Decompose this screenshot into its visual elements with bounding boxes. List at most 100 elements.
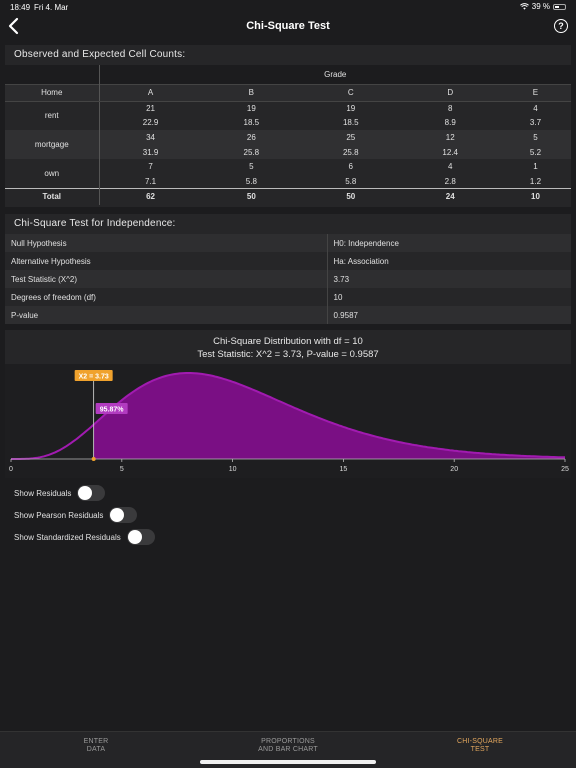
toggle-label: Show Standardized Residuals — [14, 532, 121, 542]
total-row: Total 62 50 50 24 10 — [5, 188, 571, 205]
result-label: Test Statistic (X^2) — [5, 270, 328, 288]
observed-cell: 19 — [346, 104, 356, 114]
table-row: 31.9 25.8 25.8 12.4 5.2 — [5, 144, 571, 160]
standardized-residuals-switch[interactable] — [126, 529, 155, 545]
x-tick-label: 10 — [229, 466, 237, 473]
total-cell: 50 — [201, 188, 302, 205]
observed-cell: 19 — [246, 104, 256, 114]
group-header-row: Grade — [5, 65, 571, 84]
result-value: H0: Independence — [327, 234, 571, 252]
tab-label-line2: TEST — [470, 746, 490, 753]
observed-expected-title: Observed and Expected Cell Counts: — [14, 49, 186, 60]
expected-cell: 12.4 — [400, 144, 500, 160]
total-cell: 62 — [99, 188, 202, 205]
total-cell: 50 — [301, 188, 401, 205]
table-row: 7.1 5.8 5.8 2.8 1.2 — [5, 174, 571, 189]
column-header: B — [201, 83, 302, 102]
observed-cell: 1 — [533, 162, 538, 172]
column-header: C — [301, 83, 401, 102]
help-icon[interactable]: ? — [554, 19, 568, 33]
expected-cell: 5.8 — [245, 176, 257, 186]
observed-cell: 4 — [533, 104, 538, 114]
observed-cell: 26 — [201, 130, 302, 145]
observed-cell: 6 — [348, 162, 353, 172]
home-indicator[interactable] — [200, 760, 376, 764]
observed-cell: 4 — [447, 162, 453, 172]
area-label-box — [95, 403, 128, 414]
result-label: P-value — [5, 306, 328, 324]
tab-proportions-bar-chart[interactable]: PROPORTIONS AND BAR CHART — [192, 738, 384, 754]
toggle-label: Show Pearson Residuals — [14, 510, 104, 520]
expected-cell: 1.2 — [529, 176, 542, 186]
table-row: mortgage 34 26 25 12 5 — [5, 130, 571, 160]
column-header: A — [99, 83, 202, 102]
statistic-marker-dot — [91, 457, 96, 461]
result-label: Degrees of freedom (df) — [5, 288, 328, 306]
table-row: Null Hypothesis H0: Independence — [5, 234, 571, 252]
residuals-switch[interactable] — [77, 485, 106, 501]
chart-subtitle: Test Statistic: X^2 = 3.73, P-value = 0.… — [197, 349, 379, 360]
result-value: 3.73 — [327, 270, 571, 288]
x-tick-label: 25 — [561, 466, 569, 473]
observed-cell: 34 — [99, 130, 202, 145]
tab-label-line2: AND BAR CHART — [258, 746, 318, 753]
x-tick-label: 5 — [120, 466, 124, 473]
observed-cell: 7 — [148, 162, 153, 172]
tab-enter-data[interactable]: ENTER DATA — [0, 738, 192, 754]
observed-cell: 21 — [146, 104, 156, 114]
pearson-residuals-switch[interactable] — [109, 507, 138, 523]
toggle-row-pearson: Show Pearson Residuals — [14, 507, 138, 523]
result-value: 10 — [327, 288, 571, 306]
x-tick-label: 20 — [450, 466, 458, 473]
statistic-label: X2 = 3.73 — [79, 374, 109, 381]
observed-cell: 5 — [499, 130, 571, 145]
expected-cell: 31.9 — [99, 144, 202, 160]
tab-chi-square-test[interactable]: CHI-SQUARE TEST — [384, 738, 576, 754]
wifi-icon — [519, 3, 529, 10]
tab-label-line1: ENTER — [83, 738, 109, 745]
observed-cell: 5 — [249, 162, 254, 172]
table-row: Alternative Hypothesis Ha: Association — [5, 252, 571, 270]
battery-percent: 39 % — [531, 2, 550, 11]
battery-icon — [553, 3, 566, 10]
result-label: Alternative Hypothesis — [5, 252, 328, 270]
back-chevron-icon[interactable] — [6, 16, 24, 36]
test-results-panel: Chi-Square Test for Independence: Null H… — [5, 214, 571, 324]
column-header: E — [499, 83, 571, 102]
status-time: 18:49 — [10, 3, 31, 12]
observed-cell: 12 — [400, 130, 500, 145]
group-label: Grade — [324, 69, 347, 79]
observed-cell: 8 — [447, 104, 453, 114]
total-cell: 10 — [499, 188, 571, 205]
expected-cell: 25.8 — [301, 144, 401, 160]
test-results-table: Null Hypothesis H0: Independence Alterna… — [5, 234, 571, 324]
total-label: Total — [5, 188, 100, 205]
toggle-label: Show Residuals — [14, 488, 72, 498]
expected-cell: 5.8 — [345, 176, 357, 186]
contingency-table: Grade Home A B C D E rent 21 19 19 8 4 2… — [5, 65, 571, 205]
x-tick-label: 15 — [340, 466, 348, 473]
result-value: Ha: Association — [327, 252, 571, 270]
table-row: P-value 0.9587 — [5, 306, 571, 324]
expected-cell: 22.9 — [142, 118, 159, 128]
table-row: own 7 5 6 4 1 — [5, 159, 571, 189]
statistic-label-box — [74, 370, 113, 381]
table-row: rent 21 19 19 8 4 — [5, 101, 571, 131]
expected-cell: 3.7 — [529, 118, 542, 128]
row-label: rent — [5, 101, 100, 131]
result-label: Null Hypothesis — [5, 234, 328, 252]
status-right: 39 % — [519, 2, 566, 11]
toggle-row-residuals: Show Residuals — [14, 485, 106, 501]
column-header-row: Home A B C D E — [5, 83, 571, 102]
expected-cell: 2.8 — [444, 176, 456, 186]
test-results-title: Chi-Square Test for Independence: — [14, 218, 176, 229]
expected-cell: 18.5 — [342, 118, 359, 128]
status-bar: 18:49 Fri 4. Mar 39 % — [0, 0, 576, 14]
expected-cell: 25.8 — [201, 144, 302, 160]
chart-title: Chi-Square Distribution with df = 10 — [213, 336, 363, 347]
expected-cell: 18.5 — [243, 118, 260, 128]
nav-bar: Chi-Square Test ? — [0, 14, 576, 40]
group-header-spacer — [5, 65, 100, 84]
row-label: mortgage — [5, 130, 100, 160]
status-date: Fri 4. Mar — [34, 3, 69, 12]
